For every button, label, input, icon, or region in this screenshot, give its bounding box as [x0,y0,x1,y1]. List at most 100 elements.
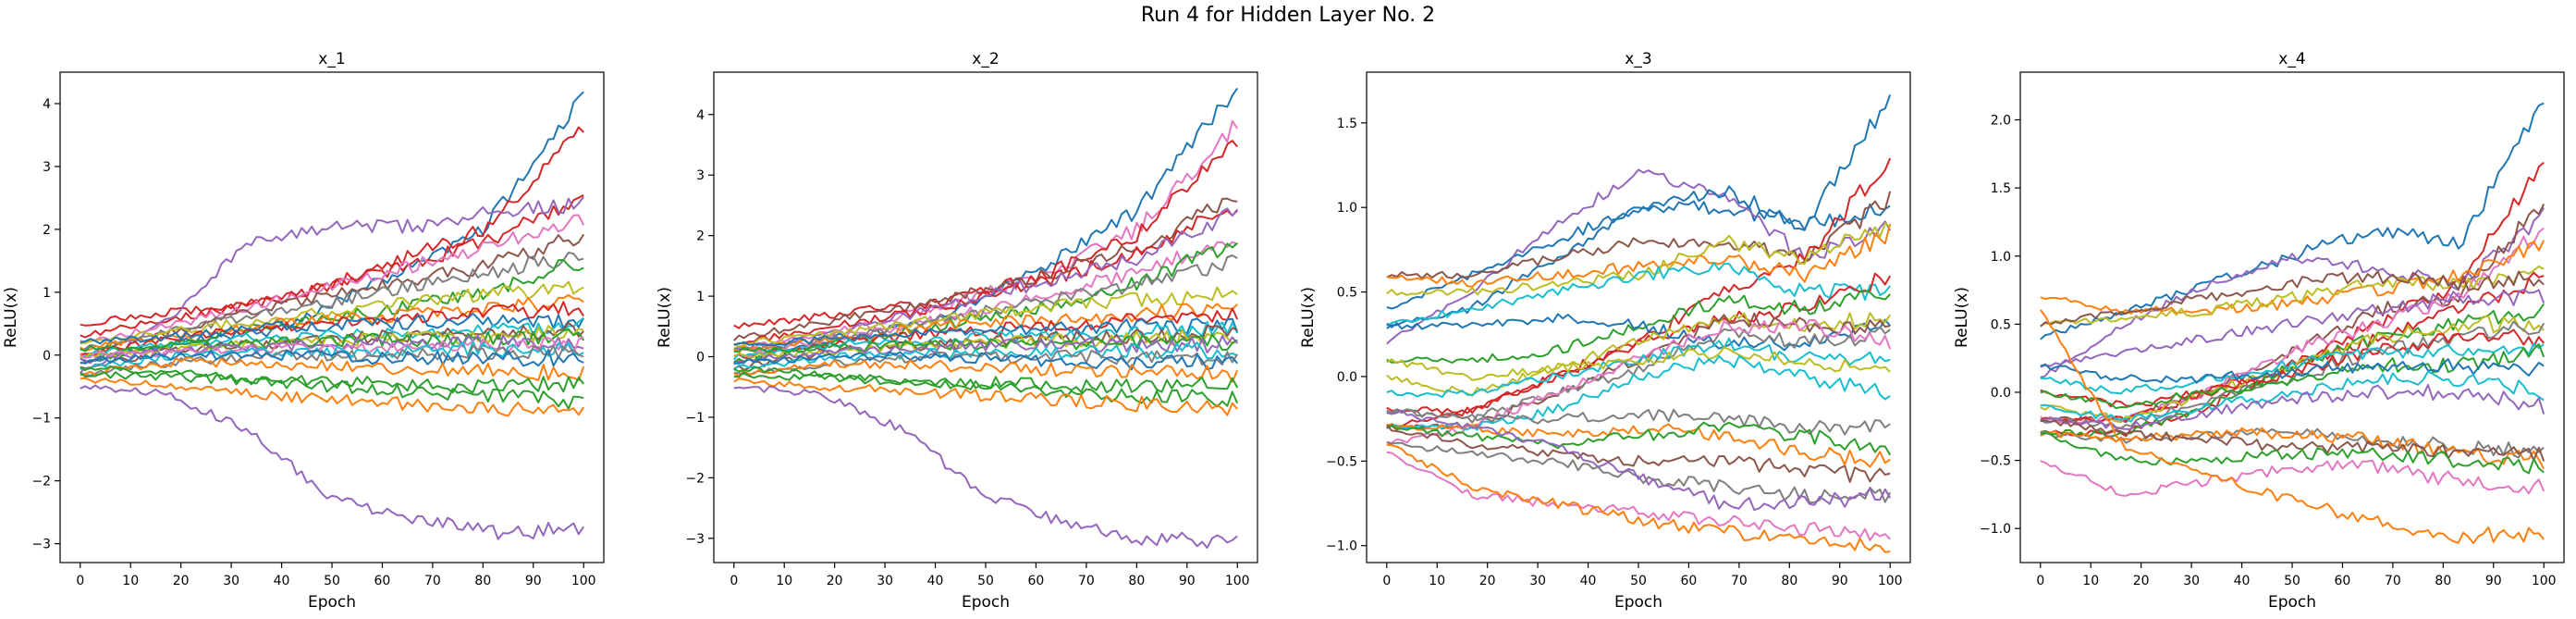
x-tick-label: 30 [877,574,893,588]
series-line-26 [733,385,1238,550]
x-tick-label: 70 [1078,574,1095,588]
x-tick-label: 0 [76,574,84,588]
y-tick-label: 0.5 [1337,286,1357,301]
y-tick-label: 0 [696,351,705,365]
series-line-20 [80,344,584,377]
series-line-24 [1386,409,1892,512]
series-line-19 [1386,408,1891,436]
series-line-16 [1386,337,1891,399]
x-tick-label: 90 [2485,574,2502,588]
series-line-16 [733,328,1238,359]
series-line-18 [2040,370,2545,423]
x-tick-label: 50 [977,574,994,588]
x-tick-label: 100 [1225,574,1250,588]
series-line-19 [80,340,584,370]
x-tick-label: 10 [776,574,792,588]
y-tick-label: 1 [43,286,51,301]
series-line-11 [1386,313,1891,352]
y-tick-label: 1.5 [1991,181,2011,196]
y-tick-label: 3 [43,160,51,175]
x-tick-label: 70 [2385,574,2401,588]
series-line-14 [733,320,1239,361]
x-axis-label: Epoch [2268,593,2316,612]
series-line-23 [80,365,584,394]
y-tick-label: −3 [685,532,705,547]
y-axis-label: ReLU(x) [2,287,20,348]
series-line-22 [1386,424,1891,483]
x-tick-label: 50 [324,574,340,588]
x-tick-label: 90 [1832,574,1848,588]
series-line-5 [80,214,585,344]
x-tick-label: 80 [474,574,491,588]
subplot-title: x_3 [1625,50,1651,68]
x-tick-label: 40 [274,574,290,588]
series-line-2 [1386,168,1892,345]
figure-title: Run 4 for Hidden Layer No. 2 [1140,4,1436,27]
subplot-x_1: 0 10 20 30 40 50 60 70 80 90 100 −3 −2 −1 0 1 2 3 4 x_1 Epoc… [2,50,605,612]
subplot-x_3: 0 10 20 30 40 50 60 70 80 90 100 −1.0 −0.5 0.0 0.5 1.0 1… [1299,50,1911,612]
x-tick-label: 100 [571,574,596,588]
series-line-20 [733,349,1239,377]
x-tick-label: 60 [1028,574,1045,588]
x-tick-label: 10 [122,574,139,588]
y-tick-label: 1.0 [1337,201,1357,216]
subplot-x_2: 0 10 20 30 40 50 60 70 80 90 100 −3 −2 −1 0 1 2 3 4 x_2 Epoc… [656,50,1258,612]
series-line-22 [80,356,585,382]
x-tick-label: 70 [1731,574,1748,588]
x-tick-label: 80 [1781,574,1797,588]
x-tick-label: 40 [2234,574,2251,588]
x-tick-label: 50 [1630,574,1647,588]
series-line-15 [1386,318,1892,444]
series-line-22 [733,358,1239,383]
subplot-title: x_2 [972,50,999,68]
series-line-19 [2040,383,2545,430]
series-line-7 [733,241,1238,357]
x-tick-label: 20 [2133,574,2150,588]
series-line-15 [2040,342,2545,395]
y-tick-label: 3 [696,168,705,183]
series-line-6 [1386,223,1892,288]
series-line-18 [80,336,584,359]
y-tick-label: −0.5 [1326,454,1357,469]
series-line-4 [733,197,1238,341]
series-group [1386,94,1892,553]
series-line-12 [80,312,585,345]
x-tick-label: 90 [525,574,542,588]
x-tick-label: 80 [2435,574,2451,588]
series-line-24 [80,371,584,410]
series-line-23 [2040,432,2545,475]
series-line-18 [733,335,1238,365]
series-line-22 [2040,419,2545,462]
series-line-21 [80,349,584,367]
y-tick-label: 2 [43,223,51,238]
y-tick-label: 4 [43,97,51,112]
y-tick-label: 0.0 [1337,370,1357,385]
x-tick-label: 0 [2036,574,2044,588]
x-tick-label: 60 [2335,574,2351,588]
x-tick-label: 10 [2082,574,2099,588]
x-tick-label: 0 [1382,574,1391,588]
y-tick-label: −2 [685,471,705,486]
series-line-26 [1386,443,1891,553]
x-tick-label: 100 [1878,574,1903,588]
series-line-6 [733,207,1238,353]
series-line-4 [80,196,584,374]
x-tick-label: 20 [1479,574,1496,588]
series-line-17 [1386,346,1891,381]
y-tick-label: 1.0 [1991,250,2011,265]
series-line-8 [1386,262,1891,327]
series-line-25 [80,377,585,417]
y-tick-label: 0.5 [1991,317,2011,332]
series-line-6 [80,233,585,357]
x-tick-label: 90 [1179,574,1196,588]
x-tick-label: 50 [2284,574,2300,588]
x-tick-label: 60 [1681,574,1698,588]
y-tick-label: −1.0 [1980,522,2011,537]
x-tick-label: 0 [730,574,738,588]
series-line-3 [80,194,584,339]
y-tick-label: −2 [31,475,51,489]
x-axis-label: Epoch [308,593,356,612]
y-tick-label: 4 [696,108,705,123]
